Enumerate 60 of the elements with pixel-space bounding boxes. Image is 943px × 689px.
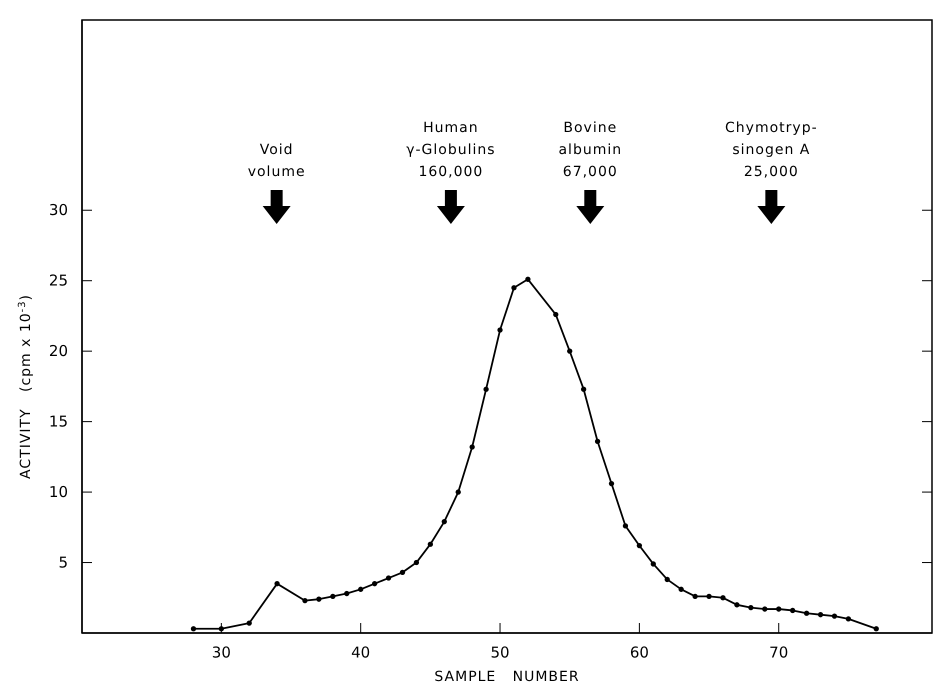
x-tick-label: 50 [490,644,510,662]
point [664,576,670,582]
point [190,626,196,632]
point [636,542,642,548]
y-tick-label: 30 [48,201,68,220]
point [386,575,392,581]
point [748,604,754,610]
point [428,542,434,547]
y-tick-label: 20 [48,342,68,360]
y-tick-label: 25 [48,272,68,290]
point [372,581,378,586]
point [483,386,489,392]
point [414,560,420,566]
annotation: Chymotryp- sinogen A 25,000 [725,120,818,180]
point [692,594,698,599]
point [316,596,322,602]
point [846,616,852,622]
point [790,608,796,614]
point [776,606,782,612]
point [608,480,614,486]
y-tick-label: 15 [48,412,68,430]
point [580,386,586,392]
point [720,595,726,600]
x-tick-label: 70 [769,644,788,662]
point [567,348,572,354]
point [456,489,461,495]
point [497,327,503,333]
point [525,276,531,282]
point [706,594,712,599]
point [832,613,838,619]
point [734,602,740,608]
annotation: Bovine albumin 67,000 [558,120,622,180]
point [804,610,810,616]
annotation: Human γ-Globulins 160,000 [406,120,496,180]
point [246,620,252,626]
x-axis-title: SAMPLE NUMBER [434,669,580,685]
point [650,561,656,567]
point [302,598,308,604]
point [358,586,364,592]
point [622,523,628,529]
point [330,594,336,599]
point [511,285,517,290]
point [678,586,684,592]
point [274,581,280,586]
point [553,312,558,318]
point [442,519,447,524]
point [344,590,350,596]
point [874,626,879,632]
point [594,438,600,444]
x-tick-label: 40 [351,644,370,662]
y-tick-label: 10 [48,482,68,501]
point [818,612,824,618]
annotation: Void volume [248,142,306,180]
point [400,570,406,576]
point [218,626,224,632]
x-tick-label: 60 [630,644,649,662]
point [762,606,768,612]
y-tick-label: 5 [58,553,68,572]
x-tick-label: 30 [212,644,231,662]
point [470,444,475,450]
